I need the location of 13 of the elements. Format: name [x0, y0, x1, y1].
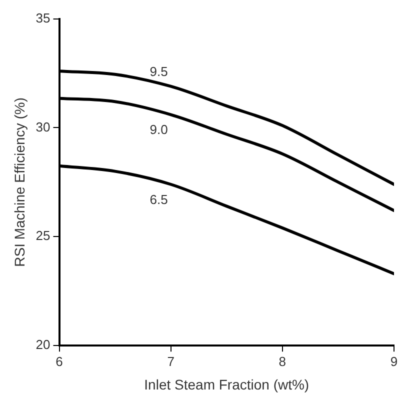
y-tick-label: 35: [36, 10, 50, 26]
y-tick-label: 25: [36, 228, 50, 244]
y-axis-title: RSI Machine Efficiency (%): [11, 98, 28, 267]
series-label: 6.5: [150, 192, 168, 207]
x-tick-label: 8: [278, 354, 286, 369]
x-axis-title: Inlet Steam Fraction (wt%): [144, 376, 310, 392]
x-tick-label: 6: [56, 354, 63, 369]
series-label: 9.5: [150, 64, 168, 79]
x-tick-label: 9: [390, 354, 398, 369]
x-tick-label: 7: [167, 354, 174, 369]
series-label: 9.0: [150, 122, 168, 138]
y-tick-label: 30: [36, 119, 50, 134]
y-tick-label: 20: [36, 337, 50, 352]
